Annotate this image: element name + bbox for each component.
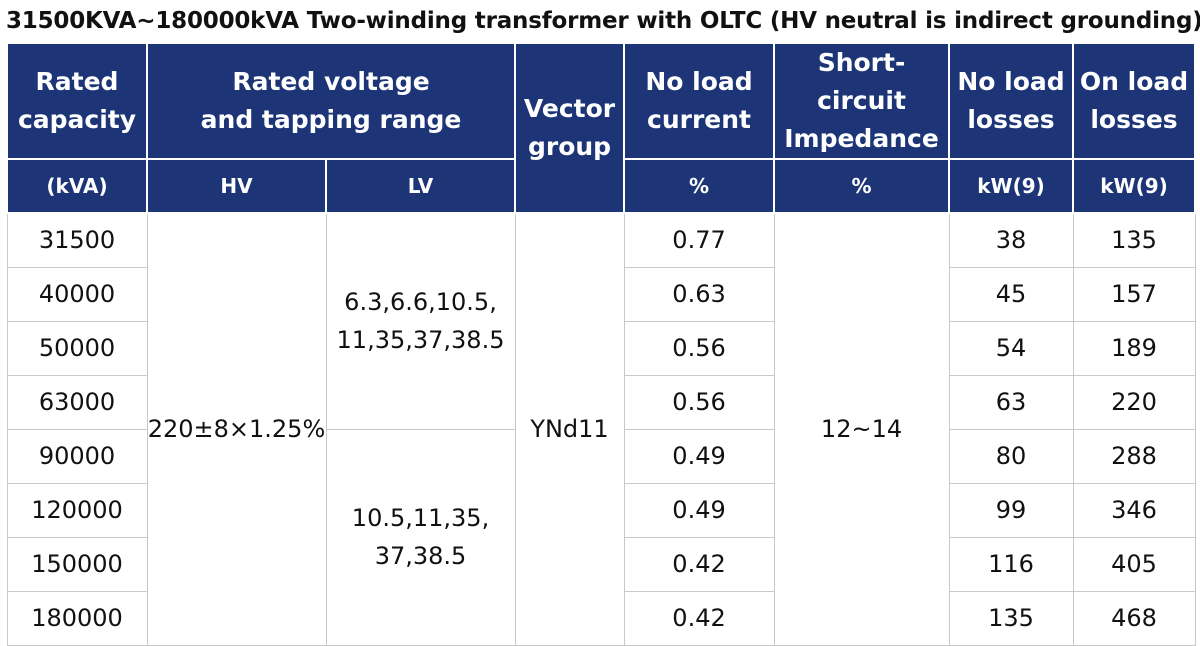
impedance-cell: 12~14 [773,212,950,646]
no-load-current-cell: 0.77 [623,212,775,268]
on-load-losses-cell: 189 [1072,320,1196,376]
no-load-losses-cell: 63 [948,374,1074,430]
no-load-losses-cell: 38 [948,212,1074,268]
unit-on-load-losses: kW(9) [1072,158,1197,214]
hv-range-cell: 220±8×1.25% [146,212,327,646]
on-load-losses-cell: 220 [1072,374,1196,430]
table-row: 120000 0.49 99 346 [6,482,1196,538]
on-load-losses-cell: 405 [1072,536,1196,592]
on-load-losses-cell: 135 [1072,212,1196,268]
on-load-losses-cell: 468 [1072,590,1196,646]
unit-capacity: (kVA) [6,158,148,214]
header-short-circuit-impedance: Short-circuit Impedance [773,42,951,160]
capacity-cell: 40000 [6,266,148,322]
no-load-current-cell: 0.56 [623,320,775,376]
on-load-losses-cell: 346 [1072,482,1196,538]
unit-current: % [623,158,776,214]
no-load-current-cell: 0.42 [623,536,775,592]
no-load-current-cell: 0.42 [623,590,775,646]
no-load-losses-cell: 135 [948,590,1074,646]
no-load-current-cell: 0.63 [623,266,775,322]
capacity-cell: 63000 [6,374,148,430]
no-load-current-cell: 0.49 [623,428,775,484]
table-row: 50000 0.56 54 189 [6,320,1196,376]
transformer-spec-table: Rated capacity Rated voltage and tapping… [6,42,1197,646]
no-load-losses-cell: 116 [948,536,1074,592]
on-load-losses-cell: 157 [1072,266,1196,322]
lv-group-2-cell: 10.5,11,35, 37,38.5 [325,428,516,646]
table-row: 150000 0.42 116 405 [6,536,1196,592]
capacity-cell: 90000 [6,428,148,484]
header-no-load-current: No load current [623,42,776,160]
capacity-cell: 150000 [6,536,148,592]
no-load-losses-cell: 45 [948,266,1074,322]
no-load-losses-cell: 99 [948,482,1074,538]
header-rated-capacity: Rated capacity [6,42,148,160]
unit-impedance: % [773,158,951,214]
header-no-load-losses: No load losses [948,42,1075,160]
unit-lv: LV [324,158,517,214]
header-on-load-losses: On load losses [1072,42,1197,160]
unit-no-load-losses: kW(9) [948,158,1075,214]
no-load-current-cell: 0.56 [623,374,775,430]
table-row: 90000 10.5,11,35, 37,38.5 0.49 80 288 [6,428,1196,646]
no-load-losses-cell: 80 [948,428,1074,484]
vector-group-cell: YNd11 [514,212,625,646]
capacity-cell: 180000 [6,590,148,646]
header-rated-voltage: Rated voltage and tapping range [145,42,517,160]
page-title: 31500KVA~180000kVA Two-winding transform… [6,8,1200,34]
table-row: 31500 220±8×1.25% 6.3,6.6,10.5, 11,35,37… [6,212,1196,646]
on-load-losses-cell: 288 [1072,428,1196,484]
header-vector-group: Vector group [514,42,626,214]
no-load-current-cell: 0.49 [623,482,775,538]
no-load-losses-cell: 54 [948,320,1074,376]
capacity-cell: 31500 [6,212,148,268]
capacity-cell: 50000 [6,320,148,376]
table-row: 40000 0.63 45 157 [6,266,1196,322]
capacity-cell: 120000 [6,482,148,538]
table-row: 63000 0.56 63 220 [6,374,1196,430]
unit-hv: HV [146,158,327,214]
lv-group-1-cell: 6.3,6.6,10.5, 11,35,37,38.5 [325,212,516,430]
